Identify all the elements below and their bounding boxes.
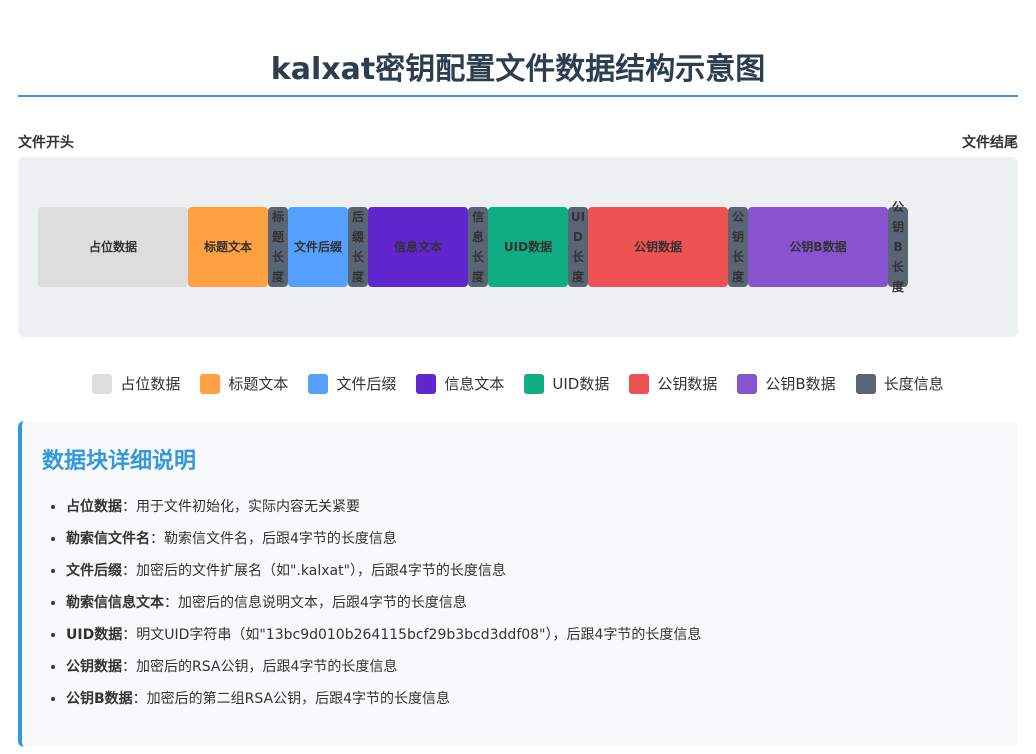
- details-heading: 数据块详细说明: [42, 449, 197, 474]
- legend-item: 公钥B数据: [737, 373, 836, 394]
- detail-text: ：加密后的第二组RSA公钥，后跟4字节的长度信息: [132, 691, 451, 707]
- legend-swatch: [308, 373, 329, 394]
- structure-diagram: 占位数据 标题文本 标题长度 文件后缀 后缀长度 信息文本 信息长度 UID数据 UID长度 公钥…: [18, 157, 1018, 337]
- length-block: 信息长度: [468, 207, 488, 287]
- legend-swatch: [629, 373, 650, 394]
- legend-label: 公钥B数据: [765, 375, 836, 393]
- data-block: UID数据: [488, 207, 568, 287]
- block-label: 标题文本: [203, 240, 252, 254]
- data-block: 标题文本: [188, 207, 268, 287]
- title-divider: [18, 95, 1018, 97]
- data-block: 公钥B数据: [748, 207, 888, 287]
- detail-text: ：加密后的文件扩展名（如".kalxat"），后跟4字节的长度信息: [122, 563, 506, 579]
- detail-term: 公钥数据: [66, 659, 122, 675]
- detail-text: ：用于文件初始化，实际内容无关紧要: [122, 499, 360, 515]
- detail-item: UID数据：明文UID字符串（如"13bc9d010b264115bcf29b3…: [66, 625, 998, 645]
- length-block: 公钥B长度: [888, 200, 908, 294]
- details-panel: 数据块详细说明 占位数据：用于文件初始化，实际内容无关紧要勒索信文件名：勒索信文…: [18, 421, 1018, 747]
- detail-term: 勒索信文件名: [66, 531, 150, 547]
- legend-item: 公钥数据: [629, 373, 717, 394]
- legend-swatch: [92, 373, 113, 394]
- legend-item: UID数据: [524, 373, 609, 394]
- legend-swatch: [416, 373, 437, 394]
- detail-text: ：勒索信文件名，后跟4字节的长度信息: [150, 531, 397, 547]
- block-label: 文件后缀: [293, 240, 342, 254]
- block-label: 公钥长度: [731, 210, 744, 284]
- page-title: kalxat密钥配置文件数据结构示意图: [270, 52, 766, 87]
- file-start-label: 文件开头: [18, 135, 74, 151]
- legend-item: 长度信息: [855, 373, 944, 394]
- details-list: 占位数据：用于文件初始化，实际内容无关紧要勒索信文件名：勒索信文件名，后跟4字节…: [42, 497, 998, 709]
- legend-item: 占位数据: [92, 373, 180, 394]
- block-label: 公钥数据: [633, 240, 682, 254]
- legend-item: 信息文本: [416, 373, 504, 394]
- block-label: 信息文本: [393, 240, 442, 254]
- detail-item: 公钥数据：加密后的RSA公钥，后跟4字节的长度信息: [66, 657, 998, 677]
- detail-item: 文件后缀：加密后的文件扩展名（如".kalxat"），后跟4字节的长度信息: [66, 561, 998, 581]
- detail-text: ：加密后的RSA公钥，后跟4字节的长度信息: [122, 659, 398, 675]
- detail-item: 公钥B数据：加密后的第二组RSA公钥，后跟4字节的长度信息: [66, 689, 998, 709]
- detail-term: UID数据: [66, 627, 123, 643]
- legend-label: 长度信息: [883, 375, 944, 393]
- block-label: 公钥B数据: [789, 240, 847, 254]
- block-label: 标题长度: [271, 210, 284, 284]
- legend-swatch: [737, 373, 758, 394]
- length-block: UID长度: [568, 207, 588, 287]
- legend-item: 标题文本: [200, 373, 288, 394]
- legend-label: 信息文本: [444, 375, 505, 393]
- legend: 占位数据 标题文本 文件后缀 信息文本 UID数据 公钥数据 公钥B数据 长度信息: [0, 373, 1036, 394]
- block-label: UID长度: [570, 210, 586, 284]
- detail-term: 勒索信信息文本: [66, 595, 164, 611]
- data-block: 文件后缀: [288, 207, 348, 287]
- detail-term: 占位数据: [66, 499, 122, 515]
- detail-text: ：加密后的信息说明文本，后跟4字节的长度信息: [164, 595, 467, 611]
- length-block: 后缀长度: [348, 207, 368, 287]
- file-end-label: 文件结尾: [962, 135, 1018, 151]
- legend-label: UID数据: [552, 375, 610, 393]
- detail-item: 勒索信文件名：勒索信文件名，后跟4字节的长度信息: [66, 529, 998, 549]
- detail-text: ：明文UID字符串（如"13bc9d010b264115bcf29b3bcd3d…: [122, 627, 702, 643]
- legend-swatch: [524, 373, 545, 394]
- data-block: 公钥数据: [588, 207, 728, 287]
- detail-item: 勒索信信息文本：加密后的信息说明文本，后跟4字节的长度信息: [66, 593, 998, 613]
- detail-term: 文件后缀: [66, 563, 122, 579]
- block-label: 后缀长度: [351, 210, 364, 284]
- legend-label: 标题文本: [228, 375, 289, 393]
- block-label: UID数据: [503, 240, 553, 254]
- length-block: 公钥长度: [728, 207, 748, 287]
- detail-term: 公钥B数据: [66, 691, 133, 707]
- detail-item: 占位数据：用于文件初始化，实际内容无关紧要: [66, 497, 998, 517]
- block-label: 信息长度: [471, 210, 484, 284]
- length-block: 标题长度: [268, 207, 288, 287]
- legend-label: 公钥数据: [657, 375, 718, 393]
- legend-item: 文件后缀: [308, 373, 396, 394]
- legend-label: 占位数据: [120, 375, 181, 393]
- legend-swatch: [855, 373, 876, 394]
- data-block: 占位数据: [38, 207, 188, 287]
- legend-swatch: [200, 373, 221, 394]
- block-label: 公钥B长度: [891, 200, 904, 294]
- data-block: 信息文本: [368, 207, 468, 287]
- block-label: 占位数据: [88, 240, 137, 254]
- legend-label: 文件后缀: [336, 375, 397, 393]
